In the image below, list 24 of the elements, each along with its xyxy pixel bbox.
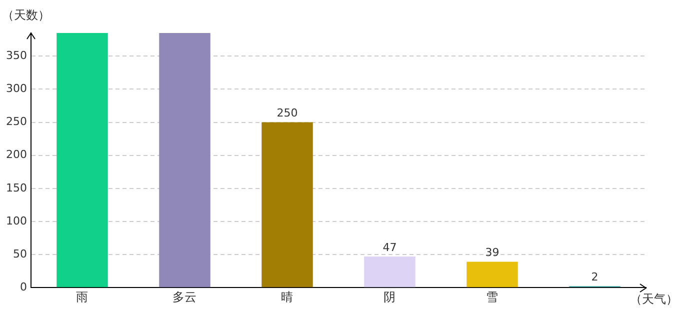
data-label: 2 [591,270,598,284]
y-tick-label: 300 [6,82,27,96]
bar [364,256,416,288]
bar [159,33,210,288]
x-tick-label: 多云 [172,290,197,304]
y-axis-title: （天数） [2,8,50,22]
y-tick-label: 250 [6,115,27,128]
x-tick-label: 雪 [486,290,498,304]
x-tick-label: 雨 [76,290,88,304]
y-tick-label: 100 [6,214,27,228]
data-label: 250 [276,106,298,120]
data-label: 47 [382,240,397,254]
bar [56,33,108,288]
y-tick-label: 150 [6,181,27,194]
y-tick-label: 200 [6,148,27,162]
x-axis-title: （天气） [630,292,678,306]
data-label: 39 [485,246,500,260]
bar [466,262,518,288]
y-tick-label: 50 [12,247,27,260]
x-tick-label: 晴 [281,290,294,304]
y-tick-label: 0 [20,280,27,294]
bar [262,122,313,288]
y-tick-label: 350 [6,49,27,62]
x-tick-label: 阴 [384,290,396,304]
